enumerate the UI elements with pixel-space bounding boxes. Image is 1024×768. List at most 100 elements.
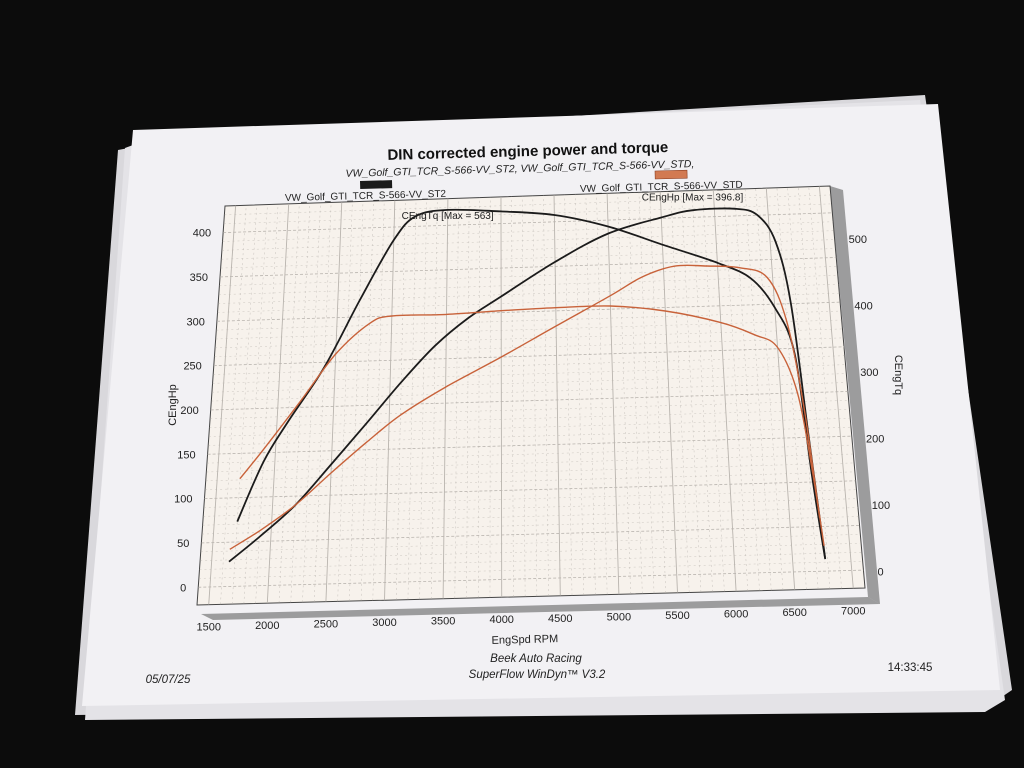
grid-line-x: [349, 201, 364, 602]
x-tick-label: 5500: [665, 610, 689, 622]
grid-line-x: [220, 205, 247, 605]
grid-line-x: [596, 193, 608, 595]
grid-line-y: [221, 239, 835, 260]
grid-line-x: [575, 194, 584, 596]
x-tick-label: 1500: [196, 622, 220, 634]
x-tick-label: 2000: [255, 620, 279, 632]
plot-area: [196, 185, 866, 606]
grid-line-x: [734, 189, 760, 591]
grid-line-y: [202, 507, 859, 526]
footer-date: 05/07/25: [146, 674, 191, 686]
grid-line-y: [210, 400, 849, 419]
grid-line-x: [500, 196, 503, 598]
grid-line-x: [638, 192, 655, 594]
x-tick-label: 4000: [489, 614, 513, 626]
grid-line-x: [628, 192, 643, 594]
grid-line-x: [585, 194, 596, 595]
grid-line-y: [211, 373, 847, 393]
grid-line-y: [203, 489, 857, 508]
y-left-tick-label: 400: [193, 228, 211, 240]
grid-line-y: [209, 409, 850, 428]
grid-line-y: [207, 435, 852, 455]
grid-line-y: [213, 346, 845, 366]
grid-line-x: [765, 188, 796, 590]
grid-line-x: [243, 204, 268, 604]
grid-line-y: [203, 498, 858, 517]
grid-line-x: [521, 196, 526, 597]
grid-line-x: [755, 188, 784, 591]
y-right-tick-label: 0: [878, 566, 884, 578]
grid-line-x: [407, 199, 417, 600]
grid-line-y: [205, 471, 855, 490]
grid-line-y: [217, 293, 840, 313]
grid-line-x: [723, 189, 749, 591]
grid-line-y: [208, 418, 851, 437]
grid-line-x: [466, 197, 470, 599]
grid-line-x: [808, 186, 842, 589]
grid-line-y: [199, 552, 862, 570]
y-left-tick-label: 50: [177, 538, 189, 550]
y-left-tick-label: 150: [177, 449, 195, 461]
grid-line-y: [221, 230, 834, 251]
grid-line-y: [200, 543, 862, 561]
grid-line-x: [278, 203, 300, 603]
grid-line-y: [204, 480, 856, 499]
grid-line-x: [797, 187, 831, 589]
grid-line-y: [210, 391, 848, 411]
tick-labels: 1500 2000 2500 3000 3500 4000 4500 5000 5500 6000…: [174, 228, 890, 634]
y-left-tick-label: 350: [190, 272, 208, 284]
legend-swatch-st2: [360, 180, 393, 189]
grid-line-x: [325, 202, 343, 602]
grid-line-y: [205, 462, 855, 482]
series-line-torque-std: [239, 305, 825, 546]
grid-line-y: [223, 212, 833, 233]
x-tick-label: 5000: [607, 611, 631, 623]
grid-line-y: [208, 427, 852, 446]
grid-line-x: [419, 199, 427, 600]
legend-swatch-std: [654, 169, 688, 180]
grid-line-x: [564, 194, 573, 596]
grid-line-x: [649, 191, 666, 594]
y-right-tick-label: 100: [872, 500, 890, 512]
y-axis-left-label: CEngHp: [167, 384, 179, 426]
y-right-tick-label: 200: [866, 433, 884, 445]
grid-line-x: [818, 186, 854, 589]
grid-line-x: [606, 193, 620, 595]
x-tick-label: 3000: [372, 617, 396, 629]
grid-line-x: [744, 188, 772, 591]
legend-label-st2: VW_Golf_GTI_TCR_S-566-VV_ST2: [285, 189, 447, 204]
grid-line-x: [231, 204, 258, 605]
grid-line-x: [431, 198, 438, 600]
grid-line-x: [384, 200, 396, 601]
grid-line-x: [372, 200, 385, 601]
grid-line-x: [208, 205, 237, 605]
grid-line-x: [337, 201, 353, 602]
grid-line-x: [532, 195, 538, 597]
x-tick-label: 3500: [431, 616, 455, 628]
grid-line-x: [617, 193, 631, 594]
x-axis-label: EngSpd RPM: [491, 633, 558, 647]
y-axis-right-label: CEngTq: [892, 355, 904, 395]
series-line-power-st2: [228, 207, 826, 563]
y-left-tick-label: 200: [180, 405, 198, 417]
grid-line-x: [442, 198, 449, 599]
grid-line-y: [222, 221, 834, 242]
x-tick-label: 6500: [782, 607, 806, 619]
grid-line-x: [702, 190, 725, 592]
y-right-tick-label: 300: [860, 367, 878, 379]
annotation-power-max: CEngHp [Max = 396.8]: [642, 192, 744, 203]
x-tick-label: 2500: [314, 619, 338, 631]
grid-line-x: [302, 202, 321, 603]
series-line-power-std: [229, 264, 821, 550]
x-tick-label: 4500: [548, 613, 572, 625]
grid-line-x: [543, 195, 549, 597]
grid-line-x: [670, 191, 690, 593]
y-left-tick-label: 300: [187, 316, 205, 328]
grid-line-y: [198, 569, 864, 588]
grid-line-y: [216, 310, 841, 331]
grid-line-x: [776, 187, 807, 590]
grid-line-y: [220, 257, 837, 278]
grid-line-y: [218, 275, 838, 295]
grid-line-y: [212, 364, 846, 384]
